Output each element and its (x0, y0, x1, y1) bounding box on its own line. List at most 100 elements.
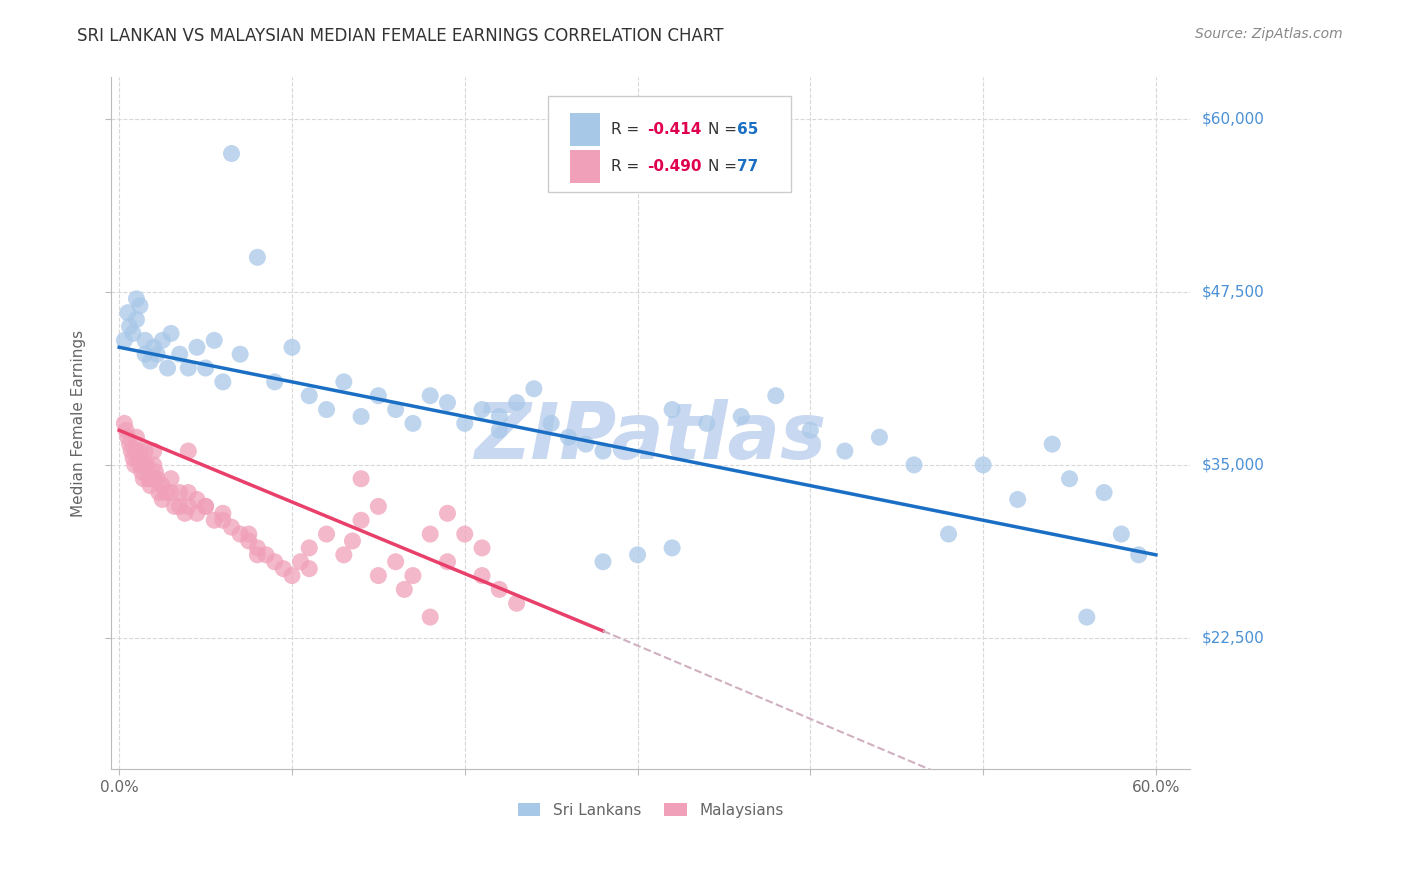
Point (160, 485, 183, 500)
Point (315, 402, 337, 417)
Point (263, 555, 285, 569)
Point (194, 361, 217, 376)
Point (125, 292, 148, 306)
Point (333, 375, 356, 389)
Text: -0.490: -0.490 (647, 159, 702, 174)
Point (129, 444, 152, 458)
Point (134, 334, 156, 348)
Point (125, 444, 148, 458)
Point (124, 458, 146, 472)
Point (394, 582, 416, 597)
Point (150, 334, 173, 348)
Point (290, 555, 312, 569)
Point (834, 444, 856, 458)
Point (194, 500, 217, 514)
Point (131, 465, 153, 479)
Text: -0.414: -0.414 (647, 121, 702, 136)
Point (125, 430, 148, 444)
Point (212, 506, 235, 520)
Point (115, 423, 138, 437)
Point (139, 478, 162, 492)
Text: $35,000: $35,000 (1202, 458, 1264, 473)
Point (125, 312, 148, 326)
Point (146, 347, 169, 361)
Point (246, 541, 269, 555)
Point (150, 492, 173, 507)
Point (765, 389, 787, 403)
Point (177, 500, 200, 514)
Point (273, 562, 295, 576)
Point (1007, 492, 1029, 507)
Point (419, 527, 441, 541)
Point (142, 458, 165, 472)
Point (117, 306, 139, 320)
Point (869, 430, 891, 444)
Point (141, 472, 163, 486)
Point (142, 472, 165, 486)
Point (139, 354, 162, 368)
Point (122, 326, 145, 341)
Point (471, 541, 494, 555)
Text: N =: N = (707, 121, 741, 136)
Point (488, 423, 510, 437)
Point (1040, 437, 1063, 451)
Text: $60,000: $60,000 (1202, 112, 1264, 127)
Point (177, 361, 200, 376)
Text: $47,500: $47,500 (1202, 285, 1264, 300)
Point (263, 375, 285, 389)
Point (315, 527, 337, 541)
Point (540, 417, 562, 431)
Point (575, 437, 598, 451)
Point (454, 417, 477, 431)
Point (238, 527, 260, 541)
Point (281, 340, 304, 354)
Point (138, 472, 160, 486)
Point (229, 347, 252, 361)
Point (1059, 472, 1081, 486)
Point (367, 500, 389, 514)
Point (661, 541, 683, 555)
Point (160, 326, 183, 341)
Point (142, 444, 165, 458)
Point (730, 409, 752, 424)
Point (146, 472, 169, 486)
Point (186, 506, 208, 520)
Point (471, 568, 494, 582)
Point (592, 444, 614, 458)
Point (384, 402, 406, 417)
Point (148, 485, 170, 500)
Point (436, 506, 458, 520)
Y-axis label: Median Female Earnings: Median Female Earnings (72, 330, 86, 517)
Point (173, 506, 195, 520)
Point (156, 361, 179, 376)
Point (246, 250, 269, 264)
Point (160, 472, 183, 486)
Point (436, 395, 458, 409)
Point (129, 458, 152, 472)
Point (221, 520, 243, 534)
Point (972, 458, 994, 472)
Point (488, 409, 510, 424)
Point (799, 423, 821, 437)
Point (384, 555, 406, 569)
Point (938, 527, 960, 541)
Point (488, 582, 510, 597)
Point (254, 548, 277, 562)
Text: SRI LANKAN VS MALAYSIAN MEDIAN FEMALE EARNINGS CORRELATION CHART: SRI LANKAN VS MALAYSIAN MEDIAN FEMALE EA… (77, 27, 724, 45)
Point (626, 548, 648, 562)
Point (177, 485, 200, 500)
Point (112, 334, 135, 348)
Point (132, 472, 155, 486)
Point (419, 610, 441, 624)
Point (454, 527, 477, 541)
Point (212, 513, 235, 527)
Text: R =: R = (610, 121, 644, 136)
Point (129, 299, 152, 313)
Point (202, 513, 225, 527)
Point (202, 334, 225, 348)
Point (903, 458, 925, 472)
Point (333, 548, 356, 562)
Point (661, 402, 683, 417)
Point (592, 555, 614, 569)
Point (120, 444, 142, 458)
